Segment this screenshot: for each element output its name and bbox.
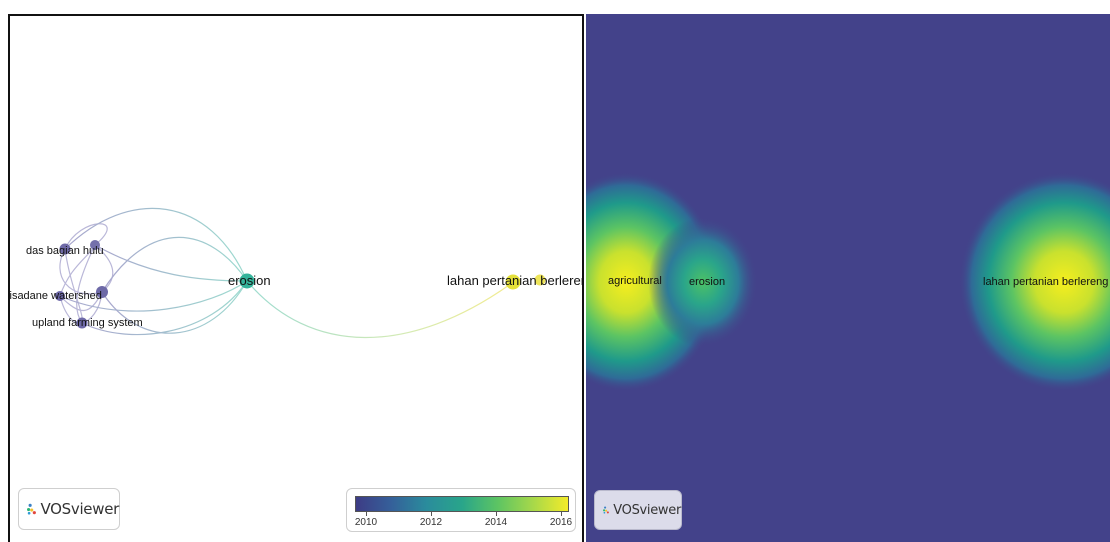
density-canvas[interactable]: agricultural erosion lahan pertanian ber…	[586, 14, 1110, 542]
label-erosion: erosion	[228, 273, 271, 288]
density-hotspot-lahan	[959, 172, 1110, 392]
edges	[59, 207, 513, 339]
density-label-agricultural: agricultural	[608, 275, 662, 287]
node-upland-farming-system[interactable]	[76, 317, 88, 329]
legend-tick-label-2012: 2012	[419, 517, 443, 528]
edge	[76, 244, 96, 324]
node-das-bagian-hulu-2[interactable]	[90, 240, 100, 250]
legend-color-bar	[355, 496, 569, 512]
node-das-bagian-hulu[interactable]	[59, 243, 71, 255]
edge	[64, 207, 248, 282]
edge	[246, 280, 513, 339]
edge	[59, 291, 103, 312]
edge	[94, 244, 248, 282]
vosviewer-logo-text: VOSviewer	[40, 500, 119, 518]
legend-tick	[431, 512, 432, 516]
edge	[59, 280, 248, 312]
density-hotspot-erosion	[648, 217, 758, 347]
legend-tick	[366, 512, 367, 516]
density-label-lahan-pertanian-berlereng: lahan pertanian berlereng	[983, 276, 1108, 288]
legend-tick-label-2014: 2014	[484, 517, 508, 528]
label-upland-farming-system: upland farming system	[32, 317, 143, 329]
vosviewer-logo-text: VOSviewer	[613, 502, 681, 518]
vosviewer-logo-icon	[603, 506, 609, 514]
node-labels: das bagian hulu cisadane watershed uplan…	[10, 245, 584, 329]
node-cisadane-watershed-2[interactable]	[96, 286, 108, 298]
node-lahan-pertanian-berlereng-2[interactable]	[534, 274, 546, 286]
label-cisadane-watershed: cisadane watershed	[10, 290, 102, 302]
label-lahan-pertanian-berlereng: lahan pertanian berlereng	[447, 273, 584, 288]
node-lahan-pertanian-berlereng[interactable]	[505, 274, 521, 290]
edge	[81, 280, 248, 336]
overlay-color-legend: 2010 2012 2014 2016	[346, 488, 576, 532]
legend-tick	[496, 512, 497, 516]
edge	[101, 236, 248, 293]
legend-tick-label-2016: 2016	[549, 517, 573, 528]
nodes	[55, 240, 546, 329]
edge	[101, 280, 248, 334]
label-das-bagian-hulu: das bagian hulu	[26, 245, 104, 257]
density-label-erosion: erosion	[689, 276, 725, 288]
edge	[59, 248, 103, 295]
vosviewer-logo[interactable]: VOSviewer	[594, 490, 682, 530]
network-overlay-panel[interactable]: das bagian hulu cisadane watershed uplan…	[8, 14, 584, 542]
vosviewer-logo[interactable]: VOSviewer	[18, 488, 120, 530]
network-canvas[interactable]: das bagian hulu cisadane watershed uplan…	[10, 16, 584, 542]
legend-tick	[561, 512, 562, 516]
density-panel[interactable]: agricultural erosion lahan pertanian ber…	[586, 14, 1110, 542]
vosviewer-logo-icon	[27, 503, 36, 515]
legend-tick-label-2010: 2010	[354, 517, 378, 528]
node-erosion[interactable]	[239, 273, 255, 289]
node-cisadane-watershed[interactable]	[55, 291, 65, 301]
